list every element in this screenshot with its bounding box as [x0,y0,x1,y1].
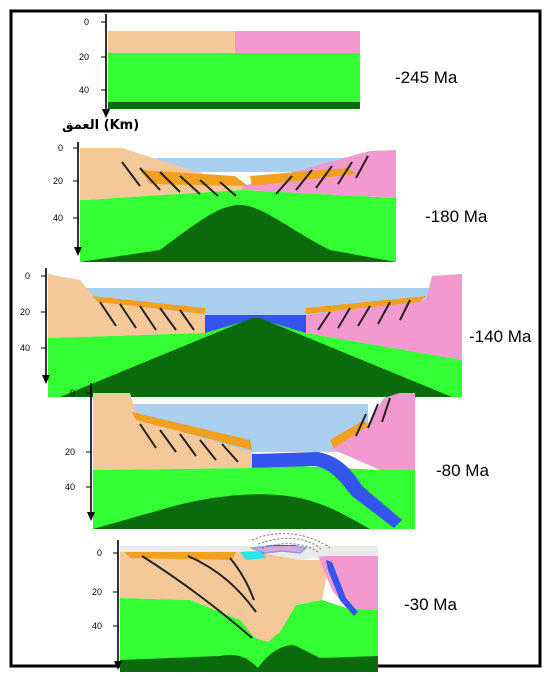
panel-30-ma-overlay: 0 20 40 -30 Ma [92,533,457,670]
asthenosphere [80,205,396,262]
depth-tick-0: 0 [25,271,30,281]
depth-tick-40: 40 [65,482,75,492]
sediments-right [330,420,368,448]
eroded-outline [251,533,331,553]
crust-left [108,31,235,53]
sediments-right [250,168,356,186]
depth-tick-40: 40 [92,621,102,631]
depth-tick-20: 20 [92,587,102,597]
lithospheric-mantle [108,53,360,102]
depth-tick-0: 0 [58,143,63,153]
panel-30-ma [120,545,378,672]
depth-axis-arrow [74,247,82,256]
depth-tick-20: 20 [79,52,89,62]
crust-left [48,274,205,338]
depth-tick-0: 0 [97,548,102,558]
asthenosphere [60,318,452,397]
age-label: -80 Ma [436,461,489,480]
sediments-right [306,296,426,314]
age-label: -180 Ma [425,207,488,226]
depth-axis-arrow [102,109,110,118]
panel-245-ma: 0 20 40 -245 Ma العمق (Km) [62,14,458,133]
depth-axis-label: العمق (Km) [62,118,139,133]
depth-tick-0: 0 [70,388,75,398]
panel-80-ma-axis: 0 20 40 -80 Ma [65,383,489,521]
crust-left [120,552,330,642]
normal-faults [99,299,411,331]
sediments [92,296,205,314]
sediments [132,412,252,450]
depth-tick-20: 20 [53,176,63,186]
depth-tick-0: 0 [84,17,89,27]
sediments [124,552,236,560]
panel-180-ma: 0 20 40 -180 Ma [53,142,488,262]
asthenosphere [93,494,370,529]
depth-tick-20: 20 [20,307,30,317]
depth-tick-40: 40 [53,213,63,223]
crust-right [306,274,462,360]
panel-80-ma [93,393,415,529]
age-label: -140 Ma [469,327,532,346]
thrust-faults [141,555,257,639]
age-label: -30 Ma [404,595,457,614]
suture-sediments [240,550,266,560]
asthenosphere [120,645,378,672]
crust-right [330,393,415,470]
age-label: -245 Ma [395,68,458,87]
depth-axis-arrow [114,661,122,670]
panel-140-ma-axis: 0 20 40 -140 Ma [20,268,532,384]
oceanic-crust [326,560,358,616]
normal-faults [121,155,369,197]
depth-axis-arrow [87,512,95,521]
asthenosphere [108,102,360,109]
depth-tick-20: 20 [65,447,75,457]
depth-tick-40: 40 [79,85,89,95]
depth-axis-arrow [42,375,50,384]
panel-140-ma [48,274,462,397]
depth-tick-40: 40 [20,343,30,353]
oceanic-crust [252,452,402,528]
normal-faults [139,397,391,463]
crust-right [235,31,360,53]
